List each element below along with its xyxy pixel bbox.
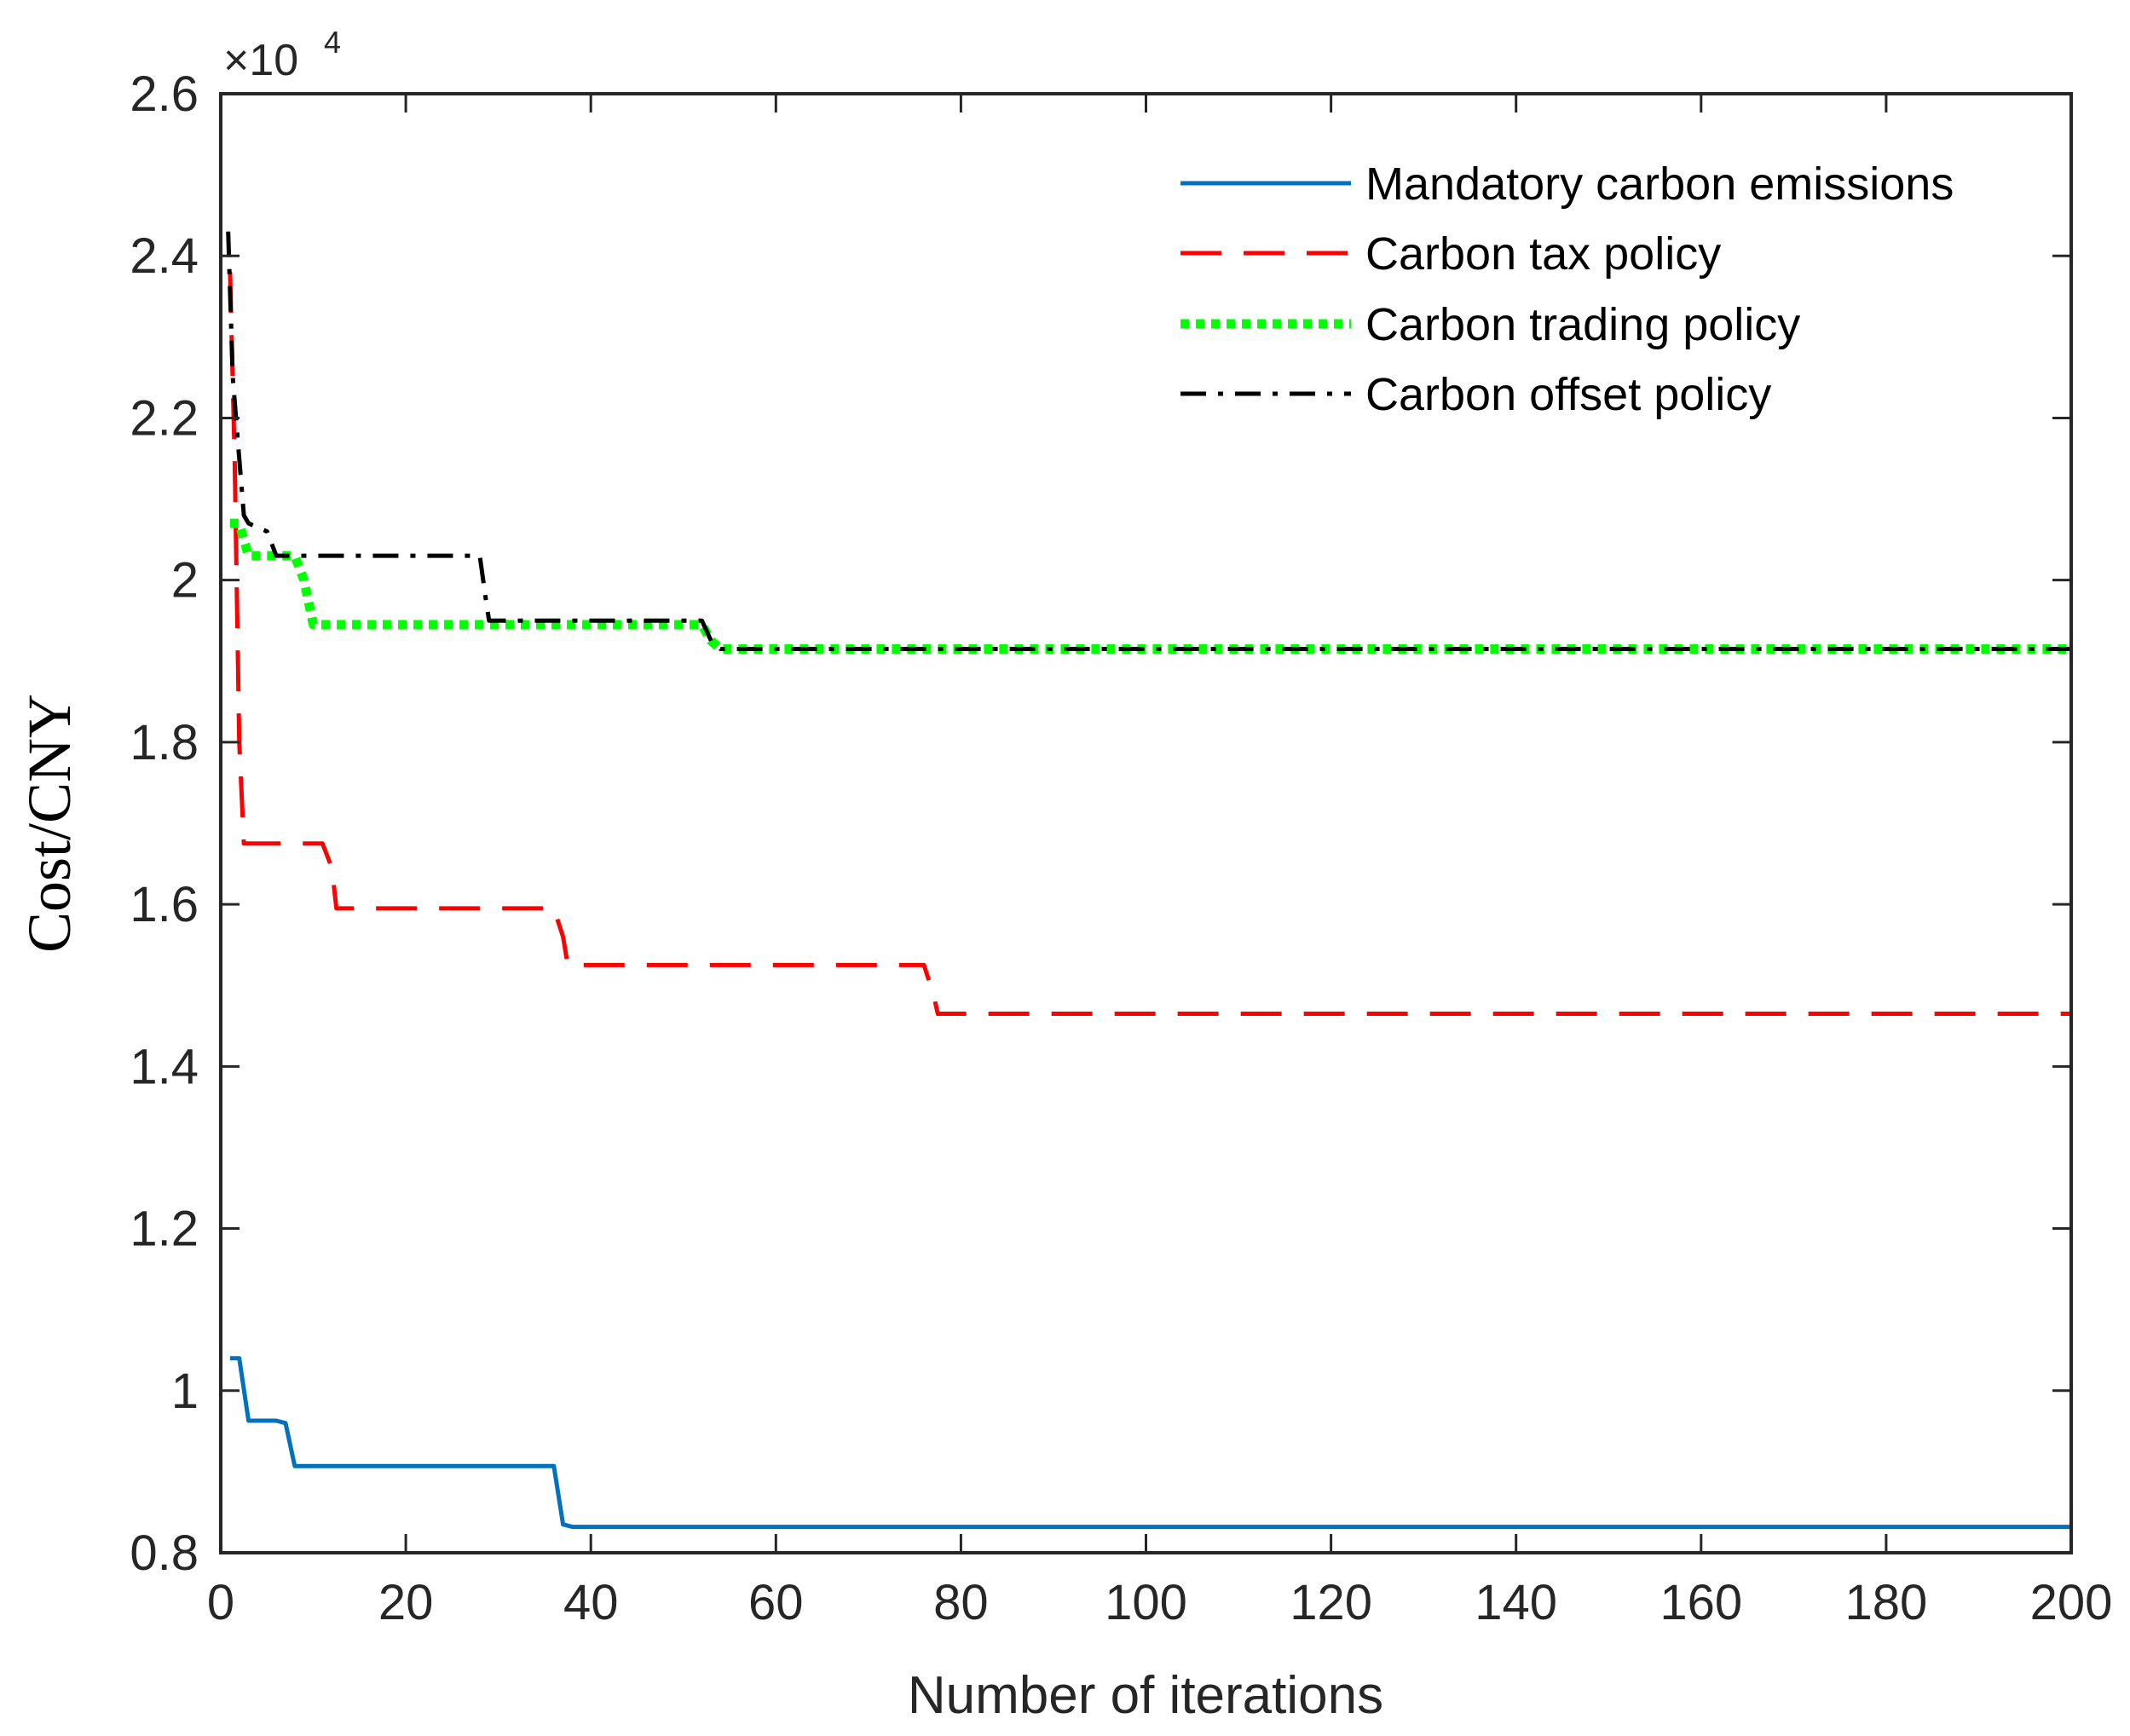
series-line-0 (229, 1356, 2071, 1530)
y-tick-label: 1.2 (130, 1202, 199, 1257)
series-line-3 (226, 231, 2071, 651)
y-multiplier-exponent: 4 (324, 25, 341, 60)
x-tick-label: 60 (748, 1575, 804, 1630)
x-tick-label: 200 (2030, 1575, 2113, 1630)
series-line-2 (229, 518, 2071, 654)
y-tick-label: 2.4 (130, 228, 199, 284)
x-tick-label: 80 (933, 1575, 989, 1630)
x-tick-label: 40 (563, 1575, 619, 1630)
legend-label-0: Mandatory carbon emissions (1365, 159, 1954, 210)
x-axis-title: Number of iterations (908, 1666, 1383, 1725)
y-tick-label: 2 (171, 553, 199, 608)
y-tick-label: 2.6 (130, 66, 199, 122)
legend-label-3: Carbon offset policy (1365, 369, 1771, 420)
x-tick-label: 0 (207, 1575, 234, 1630)
legend-label-1: Carbon tax policy (1365, 228, 1721, 280)
x-tick-label: 140 (1475, 1575, 1557, 1630)
plot-background (221, 94, 2071, 1553)
y-tick-label: 1.8 (130, 715, 199, 770)
series-line-1 (228, 272, 2071, 1016)
legend-label-2: Carbon trading policy (1365, 299, 1800, 350)
x-tick-label: 100 (1105, 1575, 1187, 1630)
y-tick-label: 1.4 (130, 1039, 199, 1094)
y-tick-label: 1 (171, 1364, 199, 1419)
x-tick-label: 20 (378, 1575, 434, 1630)
y-tick-label: 2.2 (130, 390, 199, 446)
x-tick-label: 180 (1845, 1575, 1928, 1630)
y-tick-label: 0.8 (130, 1525, 199, 1581)
x-tick-label: 120 (1290, 1575, 1372, 1630)
axis-tick-labels: 0 20 40 60 80 100 120 140 160 180 200 0.8 1 1.2 1.4 1.6… (130, 66, 2112, 1630)
legend: Mandatory carbon emissions Carbon tax pol… (1180, 159, 1954, 420)
x-tick-label: 160 (1660, 1575, 1742, 1630)
axis-ticks (219, 92, 2073, 1554)
plot-lines (226, 231, 2071, 1530)
y-axis-title: Cost/CNY (15, 694, 84, 953)
y-tick-label: 1.6 (130, 877, 199, 932)
y-multiplier-label: ×10 (223, 36, 298, 85)
